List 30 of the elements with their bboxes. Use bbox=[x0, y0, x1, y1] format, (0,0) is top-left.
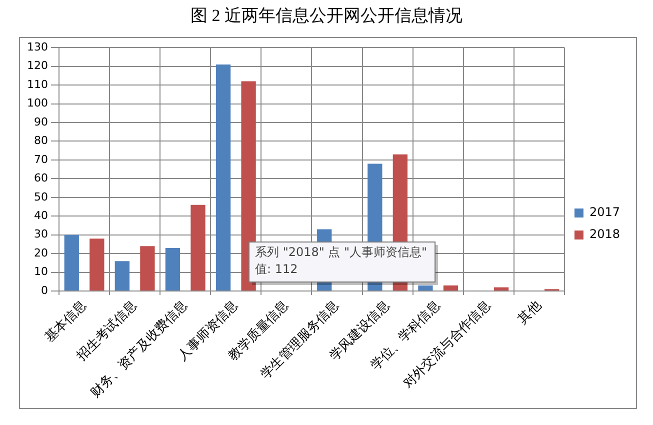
x-tick-label: 其他 bbox=[514, 297, 544, 326]
y-tick-label: 50 bbox=[34, 190, 48, 204]
bar bbox=[114, 261, 130, 291]
y-tick-label: 120 bbox=[26, 59, 48, 72]
y-tick-label: 70 bbox=[34, 152, 48, 166]
y-tick-label: 20 bbox=[34, 246, 48, 260]
bar bbox=[443, 285, 458, 291]
y-tick-label: 130 bbox=[26, 40, 48, 54]
bar bbox=[140, 246, 155, 291]
bar bbox=[494, 287, 509, 291]
bar bbox=[90, 238, 104, 291]
bar bbox=[216, 64, 231, 291]
y-tick-label: 90 bbox=[34, 115, 48, 128]
y-tick-label: 40 bbox=[34, 209, 48, 222]
legend-label: 2017 bbox=[589, 205, 620, 220]
y-tick-label: 0 bbox=[40, 284, 48, 297]
y-tick-label: 10 bbox=[34, 265, 48, 278]
bar bbox=[418, 285, 433, 291]
bar bbox=[64, 234, 79, 291]
y-tick-label: 60 bbox=[34, 172, 48, 185]
y-tick-label: 100 bbox=[26, 96, 48, 110]
chart-title: 图 2 近两年信息公开网公开信息情况 bbox=[190, 5, 464, 27]
annotation: 系列 "2018" 点 "人事师资信息" 值: 112 bbox=[255, 245, 428, 276]
bar bbox=[241, 81, 256, 291]
bar bbox=[190, 204, 206, 291]
y-tick-label: 30 bbox=[34, 228, 48, 241]
legend-label: 2018 bbox=[589, 227, 620, 242]
bar bbox=[165, 248, 180, 291]
y-tick-label: 110 bbox=[26, 78, 48, 91]
y-tick-label: 80 bbox=[34, 134, 48, 148]
